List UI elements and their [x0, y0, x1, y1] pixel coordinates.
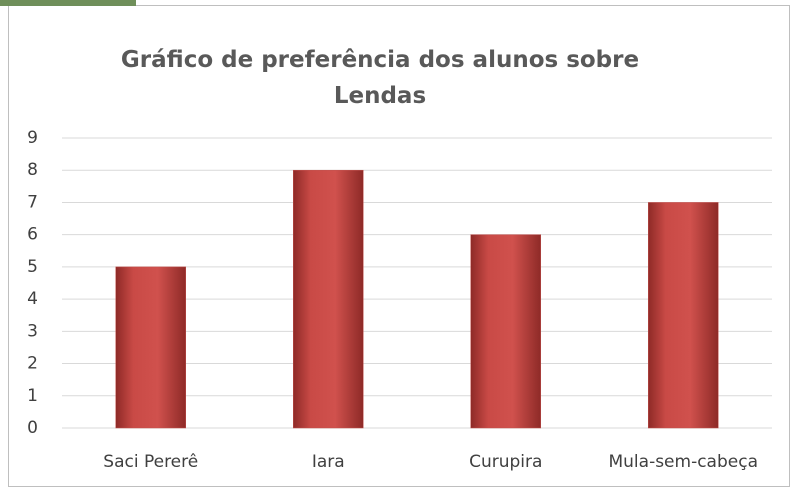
x-tick-label: Mula-sem-cabeça	[608, 452, 758, 472]
y-tick-label: 1	[27, 386, 38, 406]
y-tick-label: 6	[27, 225, 38, 245]
y-tick-label: 2	[27, 354, 38, 374]
chart-title: Gráfico de preferência dos alunos sobre …	[100, 42, 660, 114]
page: 0 1 2 3 4 5 6 7 8 9 Saci Pererê Iara Curupira Mula-se…	[0, 0, 792, 491]
y-tick-label: 9	[27, 128, 38, 148]
bar	[293, 170, 363, 428]
bar	[116, 267, 186, 428]
y-tick-label: 8	[27, 160, 38, 180]
x-tick-label: Curupira	[469, 452, 542, 472]
y-tick-label: 4	[27, 289, 38, 309]
y-tick-label: 7	[27, 192, 38, 212]
y-tick-label: 5	[27, 257, 38, 277]
x-tick-label: Saci Pererê	[103, 452, 198, 472]
bar	[648, 202, 718, 428]
y-tick-label: 3	[27, 321, 38, 341]
corner-image	[0, 0, 136, 6]
bar	[471, 235, 541, 428]
y-tick-label: 0	[27, 418, 38, 438]
x-tick-label: Iara	[312, 452, 345, 472]
